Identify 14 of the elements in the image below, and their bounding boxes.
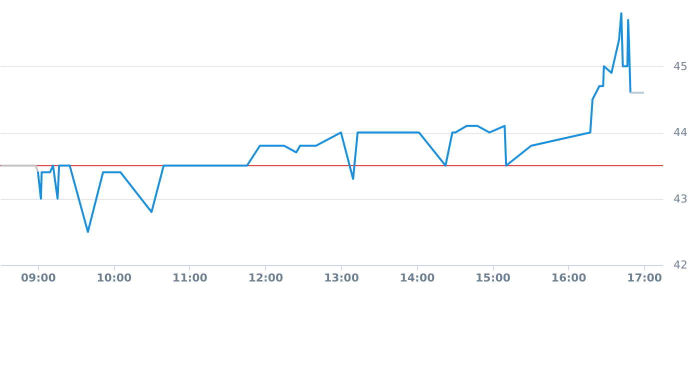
x-tick-label: 15:00 [476,272,511,284]
x-tick-label: 17:00 [627,272,662,284]
y-tick-label: 43 [674,192,688,206]
y-tick-label: 42 [674,258,688,272]
x-tick-label: 10:00 [96,272,132,284]
y-tick-label: 45 [674,60,688,73]
line-series [36,12,632,233]
x-tick-label: 09:00 [20,272,56,284]
x-tick-label: 11:00 [172,272,208,284]
x-tick-label: 13:00 [324,272,360,284]
x-tick-label: 16:00 [551,272,587,284]
x-tick-label: 14:00 [400,272,436,284]
y-tick-label: 44 [674,126,688,139]
x-tick-label: 12:00 [248,272,284,284]
